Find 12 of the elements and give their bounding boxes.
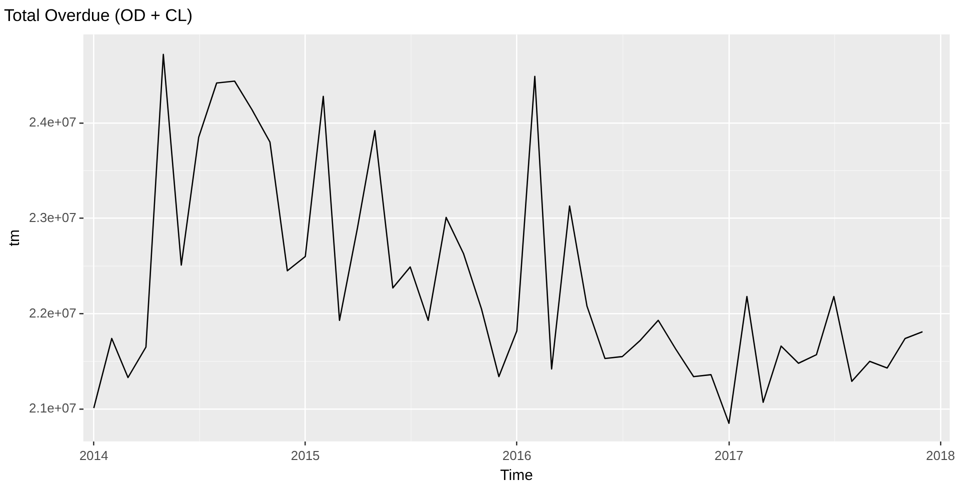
x-tick-label: 2016 [502, 448, 532, 463]
x-axis-title: Time [500, 467, 533, 484]
y-tick-label: 2.4e+07 [28, 114, 76, 130]
y-tick-label: 2.2e+07 [28, 305, 76, 320]
y-tick-label: 2.3e+07 [28, 210, 76, 225]
x-tick-label: 2014 [79, 448, 108, 463]
chart-title: Total Overdue (OD + CL) [4, 6, 192, 25]
x-tick-label: 2015 [290, 448, 320, 463]
y-axis-title: tm [6, 230, 24, 246]
x-tick-label: 2017 [714, 448, 744, 463]
x-tick-label: 2018 [926, 448, 955, 463]
y-tick-label: 2.1e+07 [28, 400, 76, 416]
